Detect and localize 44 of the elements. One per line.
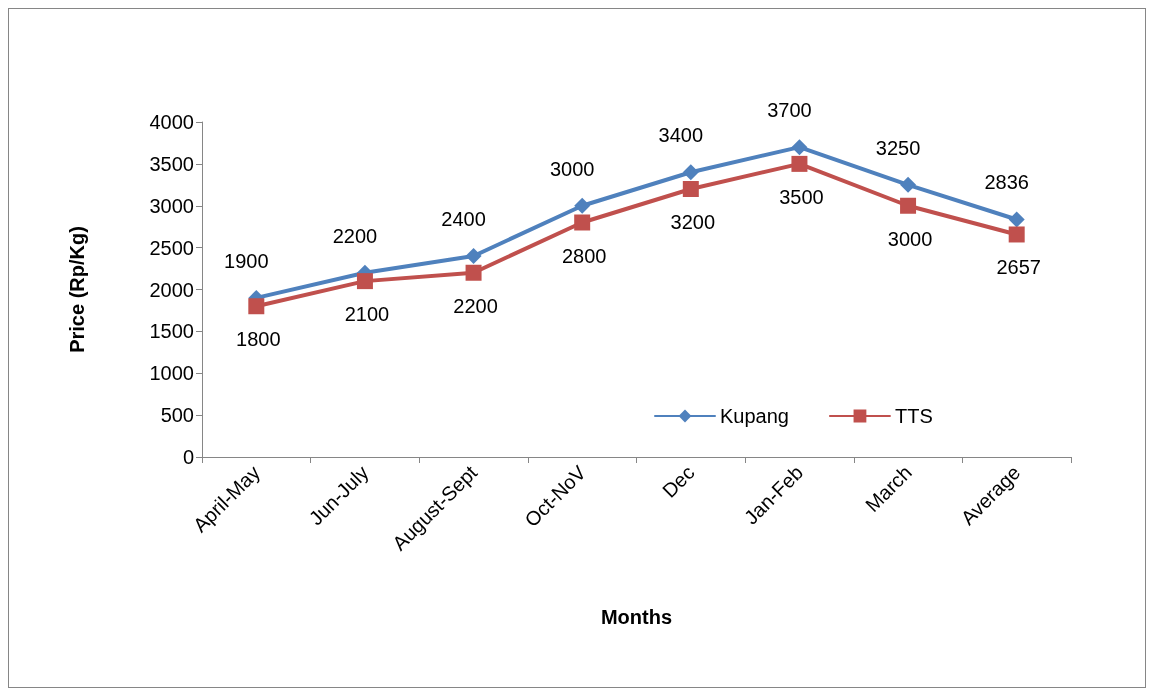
point [465, 248, 482, 264]
data-label: 3200 [670, 211, 716, 233]
y-tick-label: 0 [182, 446, 194, 468]
y-tick-label: 3500 [149, 152, 194, 175]
data-label: 2200 [332, 224, 378, 247]
data-label: 2100 [344, 303, 390, 326]
data-label: 2200 [453, 294, 498, 317]
point [791, 155, 808, 172]
x-tick-label: Dec [657, 461, 699, 502]
point [574, 214, 591, 231]
data-label: 3000 [549, 157, 595, 180]
legend-label: TTS [894, 405, 933, 427]
y-tick-label: 500 [160, 404, 194, 427]
y-tick-label: 1500 [149, 320, 194, 343]
y-axis-title: Price (Rp/Kg) [66, 226, 88, 353]
point [574, 197, 591, 214]
point [248, 298, 265, 315]
point [682, 181, 699, 197]
y-tick-label: 4000 [149, 111, 194, 133]
legend-label: Kupang [720, 405, 789, 427]
point [682, 164, 699, 181]
point [791, 139, 808, 156]
data-label: 2836 [984, 171, 1029, 194]
point [465, 264, 482, 281]
data-label: 1900 [224, 249, 269, 272]
data-label: 3250 [875, 136, 921, 159]
y-tick-label: 2500 [149, 236, 194, 259]
y-tick-label: 1000 [149, 362, 194, 385]
point [356, 273, 373, 290]
data-label: 3400 [658, 124, 704, 147]
y-tick-label: 3000 [149, 194, 194, 217]
data-label: 1800 [236, 328, 281, 351]
data-label: 2400 [441, 208, 486, 230]
y-tick-label: 2000 [149, 278, 194, 301]
point [1008, 226, 1025, 243]
data-label: 3500 [779, 185, 824, 208]
x-axis-title: Months [600, 606, 673, 628]
point [1008, 211, 1025, 228]
data-label: 3000 [887, 227, 933, 250]
point [900, 197, 917, 214]
data-label: 2800 [561, 244, 607, 267]
data-label: 2657 [996, 256, 1041, 279]
data-label: 3700 [767, 99, 812, 122]
point [900, 176, 917, 193]
